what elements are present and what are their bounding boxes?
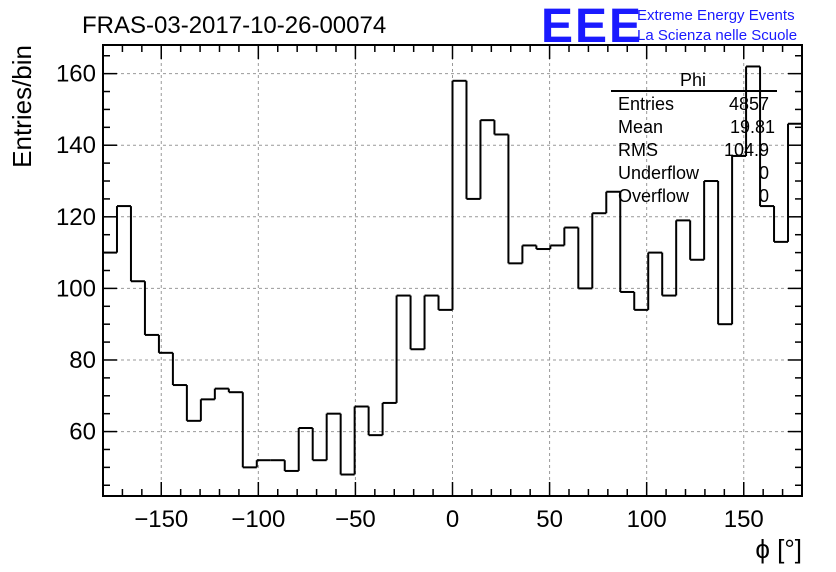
stats-value-mean: 19.81 [730, 117, 775, 137]
eee-logo-line1: Extreme Energy Events [637, 7, 795, 24]
y-tick-label: 120 [56, 204, 96, 231]
stats-label-entries: Entries [618, 94, 674, 114]
y-tick-label: 100 [56, 275, 96, 302]
y-tick-label: 140 [56, 132, 96, 159]
run-title: FRAS-03-2017-10-26-00074 [82, 12, 386, 39]
x-tick-label: 100 [627, 506, 667, 533]
stats-label-mean: Mean [618, 117, 663, 137]
x-tick-label: 50 [536, 506, 563, 533]
axes [102, 44, 803, 497]
x-axis-title: ϕ [°] [755, 534, 802, 564]
stats-value-entries: 4857 [729, 94, 769, 114]
stats-value-underflow: 0 [759, 163, 769, 183]
stats-box: Phi Entries 4857 Mean 19.81 RMS 104.9 Un… [611, 70, 777, 206]
eee-logo-line2: La Scienza nelle Scuole [637, 27, 797, 44]
eee-logo: EEE Extreme Energy Events La Scienza nel… [541, 0, 797, 53]
y-tick-label: 80 [69, 347, 96, 374]
y-axis-title: Entries/bin [7, 45, 37, 168]
y-tick-label: 160 [56, 61, 96, 88]
stats-label-overflow: Overflow [618, 186, 690, 206]
x-tick-label: −100 [231, 506, 285, 533]
x-tick-label: −50 [335, 506, 376, 533]
tick-labels: −150 −100 −50 0 50 100 150 60 80 100 120 140 160 [56, 61, 764, 533]
stats-value-rms: 104.9 [724, 140, 769, 160]
stats-label-rms: RMS [618, 140, 658, 160]
x-tick-label: −150 [134, 506, 188, 533]
stats-box-title: Phi [680, 70, 706, 90]
x-tick-label: 150 [724, 506, 764, 533]
stats-value-overflow: 0 [759, 186, 769, 206]
stats-label-underflow: Underflow [618, 163, 700, 183]
y-tick-label: 60 [69, 419, 96, 446]
x-tick-label: 0 [446, 506, 459, 533]
